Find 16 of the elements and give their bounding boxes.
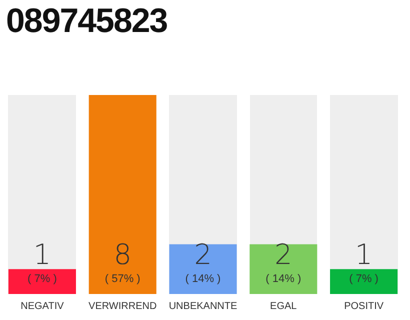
data-label: 2 (274, 238, 292, 271)
data-label: 8 (114, 238, 132, 271)
x-tick-label: VERWIRREND (88, 300, 157, 312)
data-label: 1 (354, 238, 373, 271)
annotation: ( 57% ) (104, 273, 140, 286)
annotation: ( 14% ) (266, 273, 302, 286)
x-tick-label: UNBEKANNTE (168, 300, 238, 312)
chart-title: 089745823 (6, 2, 168, 41)
annotation: ( 7% ) (349, 273, 378, 286)
data-label: 2 (194, 238, 212, 271)
x-tick-label: POSITIV (344, 300, 384, 312)
data-label: 1 (33, 238, 52, 271)
x-tick-label: EGAL (270, 300, 298, 312)
x-tick-label: NEGATIV (20, 300, 64, 312)
annotation: ( 14% ) (185, 273, 221, 286)
annotation: ( 7% ) (28, 273, 57, 286)
